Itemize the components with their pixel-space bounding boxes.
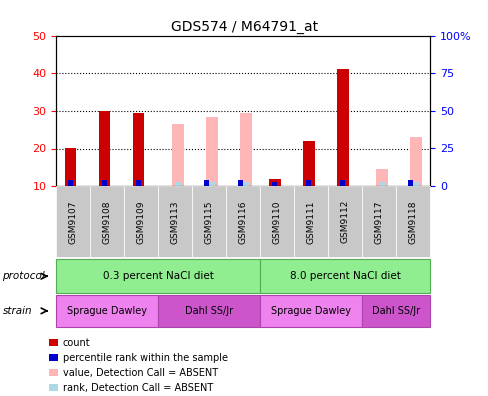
Bar — [339, 181, 345, 186]
Bar — [268, 179, 280, 186]
Text: GSM9109: GSM9109 — [137, 200, 145, 244]
Bar — [237, 181, 243, 186]
Bar — [102, 181, 107, 186]
Bar — [136, 181, 141, 186]
Text: Sprague Dawley: Sprague Dawley — [67, 306, 147, 316]
Text: 8.0 percent NaCl diet: 8.0 percent NaCl diet — [289, 271, 400, 281]
Text: GDS574 / M64791_at: GDS574 / M64791_at — [171, 20, 317, 34]
Text: strain: strain — [2, 306, 32, 316]
Bar — [99, 111, 110, 186]
Bar — [175, 182, 180, 186]
Text: percentile rank within the sample: percentile rank within the sample — [62, 352, 227, 363]
Text: value, Detection Call = ABSENT: value, Detection Call = ABSENT — [62, 367, 217, 378]
Bar — [412, 182, 418, 186]
Text: GSM9107: GSM9107 — [69, 200, 78, 244]
Bar — [172, 124, 183, 186]
Bar — [305, 181, 311, 186]
Bar — [375, 169, 387, 186]
Text: GSM9118: GSM9118 — [408, 200, 417, 244]
Bar — [203, 181, 209, 186]
Text: GSM9116: GSM9116 — [238, 200, 247, 244]
Text: GSM9108: GSM9108 — [102, 200, 112, 244]
Bar — [379, 182, 384, 186]
Text: GSM9112: GSM9112 — [340, 200, 349, 244]
Text: GSM9117: GSM9117 — [374, 200, 383, 244]
Text: GSM9110: GSM9110 — [272, 200, 281, 244]
Text: GSM9113: GSM9113 — [170, 200, 180, 244]
Text: Sprague Dawley: Sprague Dawley — [271, 306, 350, 316]
Bar — [240, 113, 251, 186]
Bar — [209, 182, 214, 186]
Bar — [132, 113, 144, 186]
Bar — [68, 181, 73, 186]
Text: protocol: protocol — [2, 271, 45, 281]
Text: GSM9115: GSM9115 — [204, 200, 213, 244]
Bar — [407, 181, 412, 186]
Text: count: count — [62, 337, 90, 348]
Text: Dahl SS/Jr: Dahl SS/Jr — [371, 306, 420, 316]
Text: GSM9111: GSM9111 — [306, 200, 315, 244]
Text: Dahl SS/Jr: Dahl SS/Jr — [185, 306, 233, 316]
Bar — [409, 137, 421, 186]
Bar — [336, 69, 348, 186]
Bar — [64, 148, 76, 186]
Bar — [243, 182, 248, 186]
Bar — [302, 141, 314, 186]
Bar — [205, 116, 218, 186]
Bar — [271, 182, 277, 186]
Text: 0.3 percent NaCl diet: 0.3 percent NaCl diet — [102, 271, 213, 281]
Text: rank, Detection Call = ABSENT: rank, Detection Call = ABSENT — [62, 383, 212, 393]
